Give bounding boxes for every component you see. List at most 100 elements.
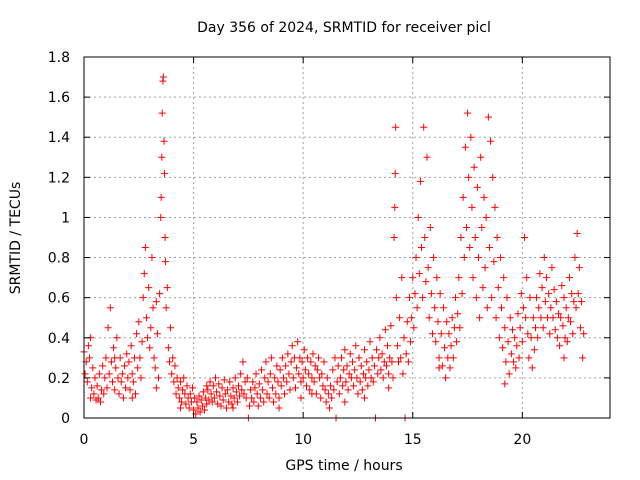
data-point [260, 398, 268, 406]
data-point [275, 394, 283, 402]
data-point [134, 364, 142, 372]
data-point [420, 123, 428, 131]
data-point [338, 354, 346, 362]
data-point [490, 258, 498, 266]
data-point [376, 334, 384, 342]
y-tick-label: 1.2 [48, 170, 70, 186]
data-point [203, 400, 211, 408]
data-point [389, 374, 397, 382]
data-point [536, 270, 544, 278]
data-point [557, 314, 565, 322]
data-point [248, 394, 256, 402]
data-point [147, 324, 155, 332]
data-point [258, 366, 266, 374]
data-point [470, 163, 478, 171]
y-axis-title: SRMTID / TECUs [8, 182, 24, 295]
data-point [249, 378, 257, 386]
data-point [521, 234, 529, 241]
data-point [206, 378, 214, 386]
data-point [361, 346, 369, 354]
data-point [554, 310, 562, 318]
data-point [309, 350, 317, 358]
data-point [84, 342, 92, 350]
data-point [476, 314, 484, 322]
data-point [506, 314, 514, 322]
data-point [425, 314, 433, 322]
data-point [386, 354, 394, 362]
data-point [199, 388, 207, 396]
data-point [88, 384, 96, 392]
data-point [155, 374, 163, 382]
data-point [466, 244, 474, 252]
data-point [226, 378, 234, 386]
data-point [574, 290, 582, 298]
data-point [188, 384, 196, 392]
data-point [176, 404, 184, 412]
data-point [558, 282, 566, 290]
data-point [296, 354, 304, 362]
data-point [485, 244, 493, 252]
data-point [460, 254, 468, 262]
data-point [255, 380, 263, 388]
data-point [268, 384, 276, 392]
data-point [392, 123, 400, 131]
data-point [148, 254, 156, 262]
data-point [458, 290, 466, 298]
data-point [322, 398, 330, 406]
data-point [541, 298, 549, 306]
data-point [328, 394, 336, 402]
data-point [289, 374, 297, 382]
data-point [230, 394, 238, 402]
data-point [472, 294, 480, 302]
data-point [381, 326, 389, 334]
y-tick-label: 0.6 [48, 291, 70, 307]
data-point [115, 390, 123, 398]
data-point [382, 362, 390, 370]
data-point [218, 384, 226, 392]
data-point [442, 374, 450, 382]
data-point [436, 290, 444, 298]
data-point [254, 402, 262, 410]
data-point [159, 73, 167, 81]
data-point [468, 203, 476, 211]
data-point [527, 334, 535, 342]
data-point [335, 390, 343, 398]
x-tick-label: 15 [404, 432, 422, 448]
data-point [137, 374, 145, 382]
data-point [501, 324, 509, 332]
data-point [546, 330, 554, 338]
data-point [525, 354, 533, 362]
data-point [139, 294, 147, 302]
data-point [423, 153, 431, 161]
data-point [163, 284, 171, 292]
data-point [495, 334, 503, 342]
data-point [359, 370, 367, 378]
data-point [195, 392, 203, 400]
data-point [471, 234, 479, 241]
data-point [262, 358, 270, 366]
data-point [412, 254, 420, 262]
data-point [157, 213, 165, 221]
data-point [344, 386, 352, 394]
data-point [519, 304, 527, 312]
data-point [164, 344, 172, 352]
data-point [321, 386, 329, 394]
data-point [319, 382, 327, 390]
data-point [518, 338, 526, 346]
data-point [203, 382, 211, 390]
data-point [533, 294, 541, 302]
data-point [539, 324, 547, 332]
data-point [176, 378, 184, 386]
data-point [158, 109, 166, 117]
data-point [281, 390, 289, 398]
data-point [85, 354, 93, 362]
data-point [368, 354, 376, 362]
data-point [236, 392, 244, 400]
data-point [270, 398, 278, 406]
plot-frame [83, 56, 611, 419]
data-point [480, 193, 488, 201]
data-point [102, 354, 110, 362]
data-point [388, 358, 396, 366]
data-point [288, 342, 296, 350]
